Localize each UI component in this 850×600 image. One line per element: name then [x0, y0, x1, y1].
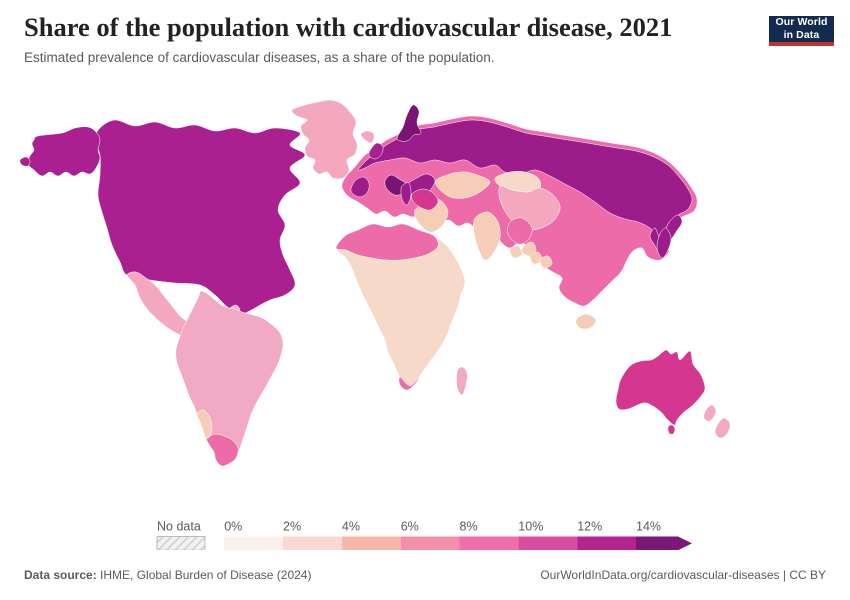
svg-text:No data: No data: [157, 520, 201, 534]
svg-text:10%: 10%: [518, 520, 543, 534]
svg-text:6%: 6%: [401, 520, 419, 534]
svg-text:8%: 8%: [460, 520, 478, 534]
svg-text:12%: 12%: [577, 520, 602, 534]
svg-text:0%: 0%: [224, 520, 242, 534]
svg-text:14%: 14%: [636, 520, 661, 534]
svg-text:4%: 4%: [342, 520, 360, 534]
svg-text:2%: 2%: [283, 520, 301, 534]
